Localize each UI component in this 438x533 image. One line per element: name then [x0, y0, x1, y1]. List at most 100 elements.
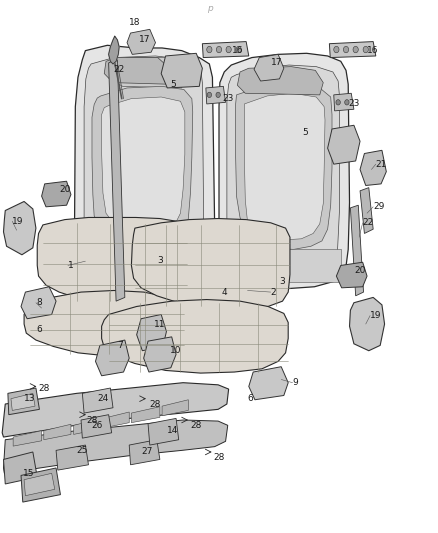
- Polygon shape: [249, 367, 288, 400]
- Text: 17: 17: [271, 59, 282, 67]
- Polygon shape: [24, 290, 185, 356]
- Text: 14: 14: [167, 426, 179, 435]
- Polygon shape: [104, 58, 171, 84]
- Text: 6: 6: [247, 394, 253, 403]
- Circle shape: [334, 46, 339, 53]
- Circle shape: [353, 46, 358, 53]
- Polygon shape: [88, 248, 201, 288]
- Text: 26: 26: [91, 421, 102, 430]
- Text: 28: 28: [214, 453, 225, 462]
- Polygon shape: [148, 418, 179, 445]
- Polygon shape: [229, 249, 341, 282]
- Text: 5: 5: [170, 80, 176, 88]
- Polygon shape: [110, 58, 184, 88]
- Text: 28: 28: [150, 400, 161, 408]
- Circle shape: [336, 100, 340, 105]
- Text: 5: 5: [302, 128, 308, 136]
- Polygon shape: [131, 219, 290, 309]
- Circle shape: [226, 46, 231, 53]
- Polygon shape: [21, 287, 56, 319]
- Text: 13: 13: [24, 394, 35, 403]
- Polygon shape: [219, 53, 350, 289]
- Polygon shape: [11, 393, 35, 410]
- Text: 19: 19: [370, 311, 381, 320]
- Polygon shape: [202, 42, 249, 58]
- Text: 4: 4: [221, 288, 227, 296]
- Text: 21: 21: [376, 160, 387, 168]
- Text: 23: 23: [348, 100, 360, 108]
- Circle shape: [363, 46, 368, 53]
- Polygon shape: [162, 400, 188, 416]
- Polygon shape: [127, 29, 155, 54]
- Polygon shape: [37, 217, 187, 305]
- Circle shape: [207, 92, 212, 98]
- Circle shape: [216, 46, 222, 53]
- Polygon shape: [254, 54, 284, 81]
- Text: 15: 15: [23, 469, 34, 478]
- Text: 3: 3: [158, 256, 163, 264]
- Text: 18: 18: [129, 18, 141, 27]
- Text: 9: 9: [293, 378, 298, 387]
- Text: 16: 16: [232, 46, 244, 55]
- Polygon shape: [131, 407, 160, 423]
- Polygon shape: [2, 383, 229, 437]
- Polygon shape: [236, 84, 332, 249]
- Polygon shape: [82, 388, 113, 413]
- Polygon shape: [4, 420, 228, 473]
- Polygon shape: [84, 56, 204, 289]
- Polygon shape: [334, 93, 354, 111]
- Text: 8: 8: [36, 298, 42, 307]
- Polygon shape: [109, 36, 119, 64]
- Polygon shape: [206, 86, 226, 104]
- Polygon shape: [129, 440, 160, 465]
- Polygon shape: [350, 205, 364, 296]
- Polygon shape: [350, 297, 385, 351]
- Circle shape: [345, 100, 349, 105]
- Polygon shape: [336, 262, 367, 288]
- Polygon shape: [74, 419, 100, 434]
- Text: 22: 22: [363, 219, 374, 227]
- Text: 3: 3: [279, 277, 285, 286]
- Polygon shape: [42, 181, 71, 207]
- Text: p: p: [207, 4, 213, 13]
- Polygon shape: [237, 67, 323, 95]
- Text: 11: 11: [154, 320, 166, 328]
- Text: 28: 28: [87, 416, 98, 424]
- Polygon shape: [13, 431, 42, 446]
- Text: 10: 10: [170, 346, 181, 355]
- Polygon shape: [227, 65, 339, 276]
- Text: 20: 20: [354, 266, 365, 275]
- Text: 7: 7: [117, 341, 123, 350]
- Text: 28: 28: [191, 421, 202, 430]
- Polygon shape: [81, 415, 112, 438]
- Polygon shape: [328, 125, 360, 164]
- Circle shape: [207, 46, 212, 53]
- Polygon shape: [102, 97, 185, 232]
- Polygon shape: [24, 473, 55, 496]
- Text: 6: 6: [36, 325, 42, 334]
- Polygon shape: [244, 93, 325, 240]
- Text: 1: 1: [68, 261, 74, 270]
- Circle shape: [343, 46, 349, 53]
- Polygon shape: [4, 452, 37, 484]
- Polygon shape: [8, 388, 39, 415]
- Polygon shape: [56, 445, 88, 470]
- Polygon shape: [95, 340, 129, 376]
- Text: 20: 20: [59, 185, 71, 193]
- Text: 27: 27: [141, 448, 152, 456]
- Text: 22: 22: [113, 65, 124, 74]
- Text: 28: 28: [39, 384, 50, 392]
- Polygon shape: [102, 300, 288, 373]
- Polygon shape: [137, 314, 166, 351]
- Text: 2: 2: [271, 288, 276, 296]
- Polygon shape: [161, 53, 202, 88]
- Text: 23: 23: [223, 94, 234, 103]
- Polygon shape: [144, 337, 176, 372]
- Polygon shape: [44, 424, 71, 440]
- Text: 16: 16: [367, 46, 378, 55]
- Text: 29: 29: [373, 203, 385, 211]
- Circle shape: [236, 46, 241, 53]
- Text: 24: 24: [97, 394, 109, 403]
- Polygon shape: [109, 60, 125, 301]
- Text: 25: 25: [77, 446, 88, 455]
